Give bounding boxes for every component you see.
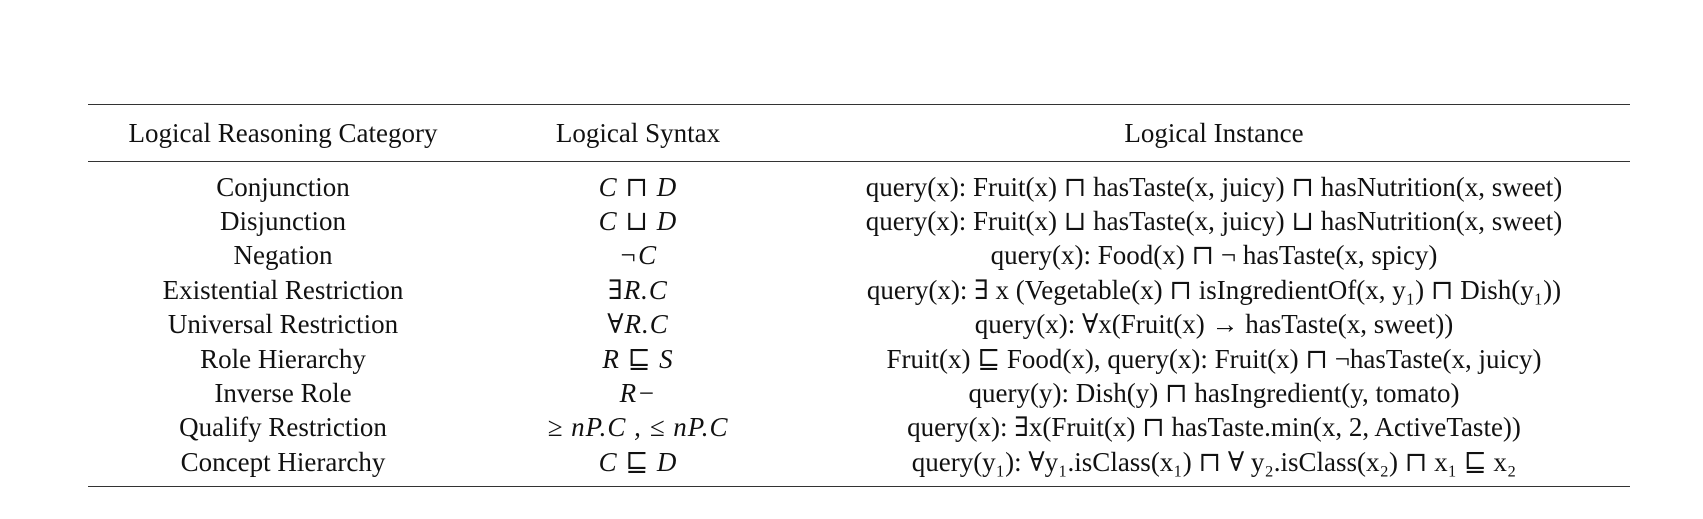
cell-category: Negation — [233, 240, 333, 271]
cell-syntax: C ⊑ D — [598, 446, 678, 477]
table-row: Role Hierarchy R ⊑ S Fruit(x) ⊑ Food(x),… — [88, 342, 1630, 376]
cell-category: Existential Restriction — [162, 274, 404, 305]
cell-instance: query(x): ∃ x (Vegetable(x) ⊓ isIngredie… — [866, 274, 1562, 305]
cell-category: Conjunction — [216, 171, 350, 202]
cell-category: Concept Hierarchy — [180, 446, 386, 477]
cell-category: Universal Restriction — [167, 309, 399, 340]
table-row: Negation ¬C query(x): Food(x) ⊓ ¬ hasTas… — [88, 239, 1630, 273]
table-header: Logical Reasoning Category Logical Synta… — [88, 104, 1630, 162]
header-syntax: Logical Syntax — [555, 117, 721, 148]
cell-instance: query(x): Fruit(x) ⊓ hasTaste(x, juicy) … — [865, 171, 1563, 202]
table-body: Conjunction C ⊓ D query(x): Fruit(x) ⊓ h… — [88, 162, 1630, 487]
logic-table: Logical Reasoning Category Logical Synta… — [88, 104, 1630, 487]
cell-syntax: R− — [619, 378, 657, 409]
cell-syntax: C ⊓ D — [598, 171, 678, 202]
cell-instance: query(y): Dish(y) ⊓ hasIngredient(y, tom… — [968, 378, 1460, 409]
cell-instance: query(x): Food(x) ⊓ ¬ hasTaste(x, spicy) — [990, 240, 1438, 271]
cell-syntax: ≥ nP.C , ≤ nP.C — [547, 412, 729, 443]
cell-instance: Fruit(x) ⊑ Food(x), query(x): Fruit(x) ⊓… — [886, 343, 1542, 374]
table-row: Inverse Role R− query(y): Dish(y) ⊓ hasI… — [88, 376, 1630, 410]
table-row: Conjunction C ⊓ D query(x): Fruit(x) ⊓ h… — [88, 162, 1630, 205]
cell-category: Role Hierarchy — [200, 343, 366, 374]
cell-syntax: ∀R.C — [607, 309, 669, 340]
cell-syntax: C ⊔ D — [598, 206, 678, 237]
table-row: Disjunction C ⊔ D query(x): Fruit(x) ⊔ h… — [88, 204, 1630, 238]
table-row: Existential Restriction ∃R.C query(x): ∃… — [88, 273, 1630, 307]
cell-instance: query(x): ∀x(Fruit(x) → hasTaste(x, swee… — [974, 309, 1454, 340]
table-row: Universal Restriction ∀R.C query(x): ∀x(… — [88, 308, 1630, 342]
cell-category: Inverse Role — [214, 378, 352, 409]
cell-category: Disjunction — [220, 206, 346, 237]
cell-syntax: ∃R.C — [608, 274, 668, 305]
cell-instance: query(x): ∃x(Fruit(x) ⊓ hasTaste.min(x, … — [907, 412, 1521, 443]
cell-category: Qualify Restriction — [179, 412, 387, 443]
cell-syntax: ¬C — [618, 240, 658, 271]
header-instance: Logical Instance — [1124, 117, 1304, 148]
cell-instance: query(y₁): ∀y₁.isClass(x₁) ⊓ ∀ y₂.isClas… — [911, 446, 1517, 477]
cell-instance: query(x): Fruit(x) ⊔ hasTaste(x, juicy) … — [865, 206, 1563, 237]
logic-table-container: Logical Reasoning Category Logical Synta… — [88, 104, 1630, 487]
table-row: Concept Hierarchy C ⊑ D query(y₁): ∀y₁.i… — [88, 445, 1630, 487]
header-category: Logical Reasoning Category — [128, 117, 438, 148]
cell-syntax: R ⊑ S — [602, 343, 674, 374]
header-row: Logical Reasoning Category Logical Synta… — [88, 104, 1630, 162]
table-row: Qualify Restriction ≥ nP.C , ≤ nP.C quer… — [88, 411, 1630, 445]
